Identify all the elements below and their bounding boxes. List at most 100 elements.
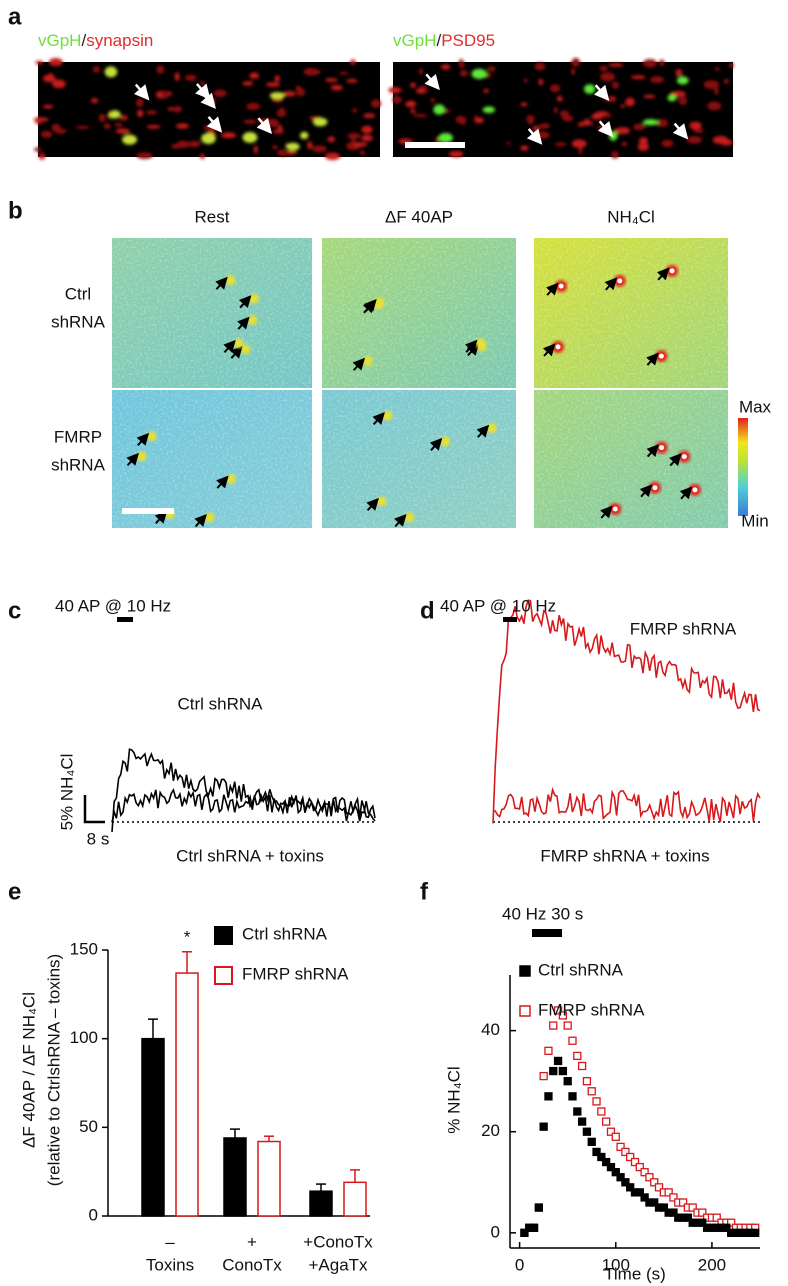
blob (34, 60, 44, 65)
blob (712, 135, 729, 145)
blob (156, 65, 165, 74)
label-part: / (436, 31, 441, 50)
arrow (424, 73, 440, 91)
blob-green (312, 117, 328, 127)
point (698, 1218, 707, 1227)
blob (34, 147, 42, 152)
hotspot-core (652, 485, 658, 491)
x-tick-label: 100 (602, 1255, 630, 1274)
point (722, 1223, 731, 1232)
point (669, 1193, 678, 1202)
point (577, 1061, 587, 1071)
blob (602, 114, 612, 118)
blob-green (676, 76, 689, 85)
blob (220, 132, 237, 139)
blob (75, 125, 91, 129)
spot (404, 512, 415, 523)
y-tick-label: 0 (491, 1222, 500, 1241)
blob (559, 110, 569, 118)
y-tick-label: 40 (481, 1020, 500, 1039)
point (611, 1168, 620, 1177)
hotspot-core (612, 506, 618, 512)
blob (249, 72, 260, 79)
point (621, 1147, 630, 1157)
scale-bar (122, 508, 174, 514)
point (558, 1011, 568, 1020)
blob (460, 120, 466, 125)
blob (707, 101, 722, 111)
row-label: shRNA (51, 312, 106, 331)
blob-green (104, 66, 118, 78)
point (650, 1178, 659, 1187)
blob-green (438, 133, 453, 143)
blob (155, 91, 163, 99)
point (597, 1152, 606, 1162)
spot (225, 275, 236, 286)
arrow (352, 357, 366, 371)
blob (172, 106, 183, 113)
point (616, 1142, 625, 1152)
blob (361, 134, 374, 142)
arrow (656, 267, 670, 281)
spot (204, 512, 215, 523)
x-tick-label: 200 (698, 1255, 726, 1274)
blob (271, 145, 278, 150)
blob (103, 123, 111, 129)
trace (492, 599, 761, 824)
bar (141, 1037, 165, 1217)
point (645, 1173, 654, 1182)
column-label: ΔF 40AP (385, 207, 453, 226)
blob-green (482, 106, 496, 114)
y-tick-label: 20 (481, 1121, 500, 1140)
blob-green (300, 131, 309, 140)
x-tick-label: + (247, 1232, 257, 1251)
blob (612, 81, 619, 89)
blob (305, 68, 321, 75)
blob (418, 68, 424, 75)
blob-green (242, 131, 258, 143)
blob-green (286, 142, 300, 151)
heatmap-noise (322, 390, 516, 528)
hotspot-core (658, 353, 664, 359)
blob-green (584, 84, 596, 94)
blob (520, 145, 529, 151)
blob (41, 130, 53, 139)
arrow (237, 316, 250, 330)
point (553, 1006, 563, 1015)
row-label: shRNA (51, 455, 106, 474)
blob (661, 139, 674, 148)
scale-y-label: 5% NH₄Cl (57, 754, 76, 831)
image-label: vGpH/PSD95 (393, 31, 495, 50)
panel-label: b (8, 197, 23, 224)
point (751, 1228, 760, 1237)
arrow (679, 486, 693, 500)
blob (620, 104, 625, 109)
blob (361, 125, 373, 134)
blob (650, 76, 664, 84)
colorbar-min: Min (741, 511, 768, 530)
panel-label: d (420, 597, 435, 624)
y-axis-label: ΔF 40AP / ΔF NH₄Cl (19, 992, 38, 1148)
blob-green (201, 133, 216, 144)
legend-label: FMRP shRNA (538, 1000, 645, 1019)
blob-green (108, 110, 121, 119)
trace (111, 748, 376, 832)
blob (351, 142, 368, 147)
blob (532, 125, 540, 132)
arrow (542, 343, 556, 357)
blob (360, 150, 365, 155)
bar (343, 1181, 367, 1217)
hotspot-core (555, 344, 561, 350)
x-tick-label: Toxins (146, 1255, 194, 1274)
colorbar-max: Max (739, 397, 772, 416)
column-label: Rest (195, 207, 230, 226)
annotation: 40 Hz 30 s (502, 904, 583, 923)
scale-bar (405, 142, 465, 148)
stimulus-label: 40 AP @ 10 Hz (55, 596, 171, 615)
blob (591, 113, 603, 120)
point (688, 1203, 697, 1212)
blob (553, 107, 558, 114)
point (664, 1188, 673, 1197)
arrow (126, 452, 139, 467)
point (630, 1157, 640, 1167)
